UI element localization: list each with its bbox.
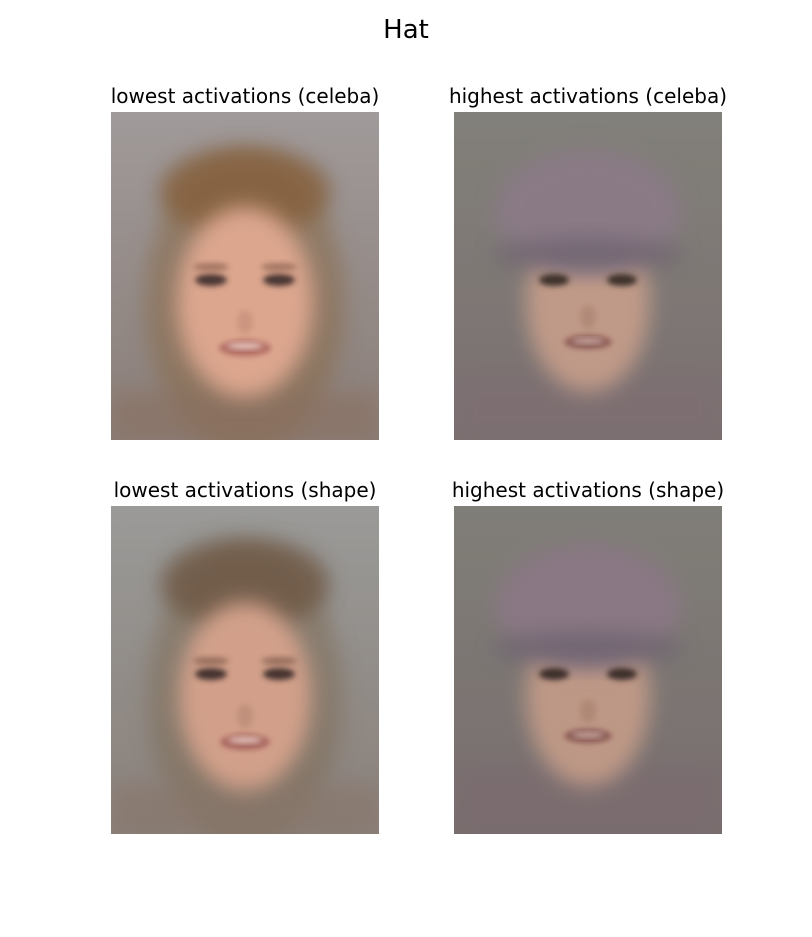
average-face-highest-celeba: [454, 112, 722, 440]
panel-title-highest-shape: highest activations (shape): [418, 478, 758, 502]
average-face-lowest-shape: [111, 506, 379, 834]
panel-title-lowest-celeba: lowest activations (celeba): [75, 84, 415, 108]
panel-title-highest-celeba: highest activations (celeba): [418, 84, 758, 108]
average-face-lowest-celeba: [111, 112, 379, 440]
average-face-highest-shape: [454, 506, 722, 834]
figure-title: Hat: [0, 15, 812, 45]
panel-title-lowest-shape: lowest activations (shape): [75, 478, 415, 502]
